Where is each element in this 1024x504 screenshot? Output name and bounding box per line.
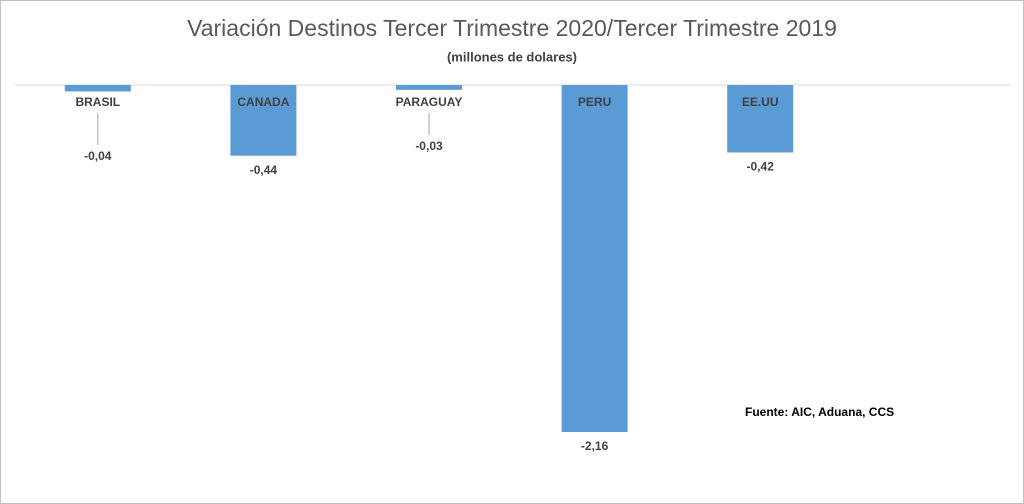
category-label: CANADA	[237, 95, 289, 109]
chart-subtitle: (millones de dolares)	[447, 49, 577, 64]
category-label: EE.UU	[742, 95, 779, 109]
bar	[727, 85, 794, 153]
bar	[64, 85, 131, 92]
value-label: -0,42	[747, 160, 775, 174]
bar	[561, 85, 628, 432]
bar	[396, 85, 462, 90]
category-label: PERU	[578, 95, 611, 109]
value-label: -0,44	[250, 163, 278, 177]
value-label: -2,16	[581, 439, 609, 453]
category-label: BRASIL	[75, 95, 120, 109]
value-label: -0,04	[84, 149, 112, 163]
chart-title: Variación Destinos Tercer Trimestre 2020…	[187, 15, 837, 41]
category-label: PARAGUAY	[396, 95, 463, 109]
bar	[230, 85, 297, 156]
source-note: Fuente: AIC, Aduana, CCS	[745, 405, 894, 419]
value-label: -0,03	[415, 139, 443, 153]
